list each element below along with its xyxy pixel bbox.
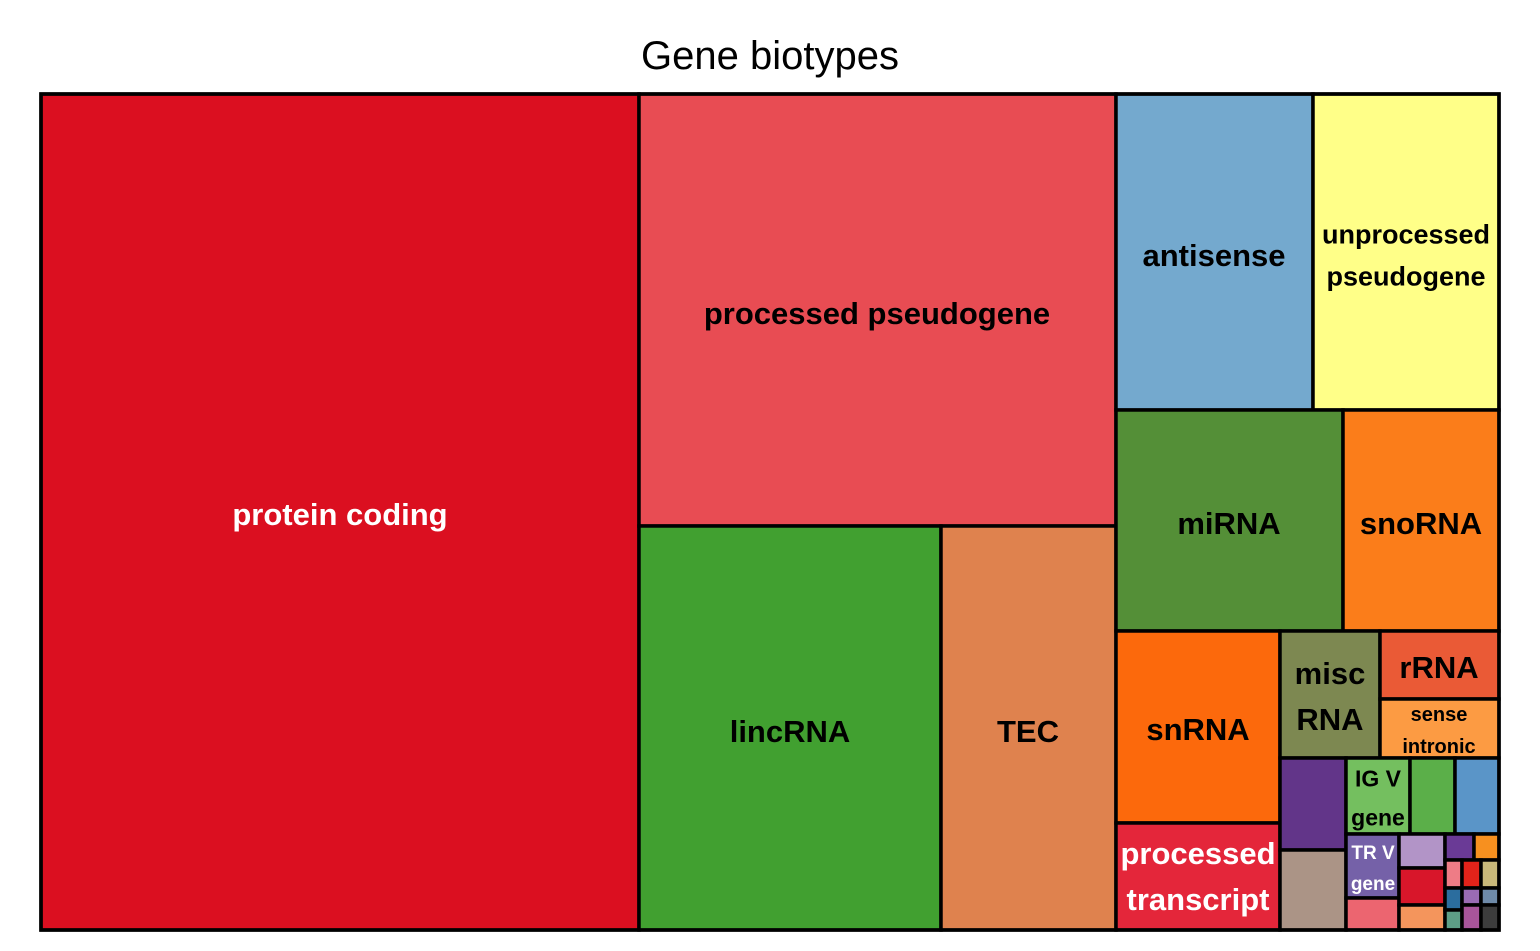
treemap-tile: [1472, 832, 1501, 862]
treemap-tile: [39, 92, 641, 932]
tile-label: unprocessed pseudogene: [1322, 219, 1490, 291]
tile-label: sense intronic: [1402, 704, 1475, 758]
tile-label: TEC: [997, 714, 1059, 749]
treemap-tile: [1443, 886, 1464, 912]
treemap-tile: [1443, 858, 1464, 890]
treemap-tile: [1378, 629, 1501, 701]
tile-label: antisense: [1142, 238, 1285, 273]
treemap-tile: [637, 524, 943, 932]
treemap-tile: [1408, 756, 1457, 836]
treemap-tile: [1344, 756, 1412, 836]
treemap-tile: [1453, 756, 1501, 836]
treemap-tile: [1443, 832, 1476, 862]
treemap-tile: [1460, 858, 1483, 890]
treemap-tile: [1114, 821, 1282, 932]
treemap-tile: [1397, 866, 1447, 907]
treemap-tile: [1397, 903, 1447, 932]
tile-label: snoRNA: [1360, 506, 1482, 541]
treemap-tile: [1278, 848, 1348, 932]
treemap-tile: [1344, 896, 1401, 932]
treemap-tile: [1460, 903, 1483, 932]
treemap-tile: [1311, 92, 1501, 412]
treemap-tile: [1114, 629, 1282, 825]
tile-label: processed transcript: [1120, 836, 1275, 917]
treemap-tile: [1479, 886, 1501, 907]
treemap-tile: [1278, 756, 1348, 852]
tile-label: misc RNA: [1295, 656, 1366, 737]
treemap-tile: [1278, 629, 1382, 760]
treemap-frame: [39, 92, 1501, 932]
treemap-tile: [1460, 886, 1483, 907]
tile-label: lincRNA: [730, 714, 851, 749]
treemap-tile: [1443, 908, 1464, 932]
treemap-tile: [1479, 858, 1501, 890]
tile-label: processed pseudogene: [704, 296, 1050, 331]
tile-label: miRNA: [1177, 506, 1280, 541]
tile-label: protein coding: [232, 497, 447, 532]
chart-title: Gene biotypes: [641, 34, 899, 78]
treemap-tile: [1397, 832, 1447, 870]
tile-label: rRNA: [1399, 650, 1478, 685]
treemap-tile: [1479, 903, 1501, 932]
tile-label: snRNA: [1146, 712, 1249, 747]
